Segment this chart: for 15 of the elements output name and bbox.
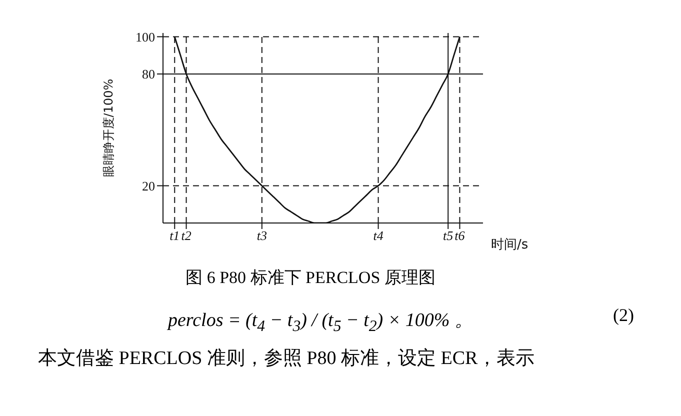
text: perclos = (t$_{4}$ − t$_{3}$) / (t$_{5}$ − t$_{2}$) × 100% 。 — [168, 310, 474, 335]
x-tick-label: t5 — [443, 228, 454, 244]
text: 本文借鉴 PERCLOS 准则，参照 P80 标准，设定 ECR，表示 — [37, 347, 536, 371]
y-axis-title: 眼睛睁开度/100% — [101, 78, 116, 178]
x-tick-label: t1 — [170, 228, 180, 244]
text: (2) — [613, 305, 634, 326]
y-tick-label: 80 — [142, 66, 155, 82]
x-tick-label: t6 — [454, 228, 466, 244]
y-tick-label: 100 — [136, 29, 155, 44]
x-tick-label: t4 — [373, 228, 384, 244]
caption: 图 6 P80 标准下 PERCLOS 原理图 — [184, 267, 436, 289]
x-axis-title: 时间/s — [491, 238, 528, 253]
x-tick-label: t2 — [181, 228, 192, 244]
x-tick-label: t3 — [256, 228, 268, 244]
y-tick-label: 20 — [142, 178, 155, 194]
